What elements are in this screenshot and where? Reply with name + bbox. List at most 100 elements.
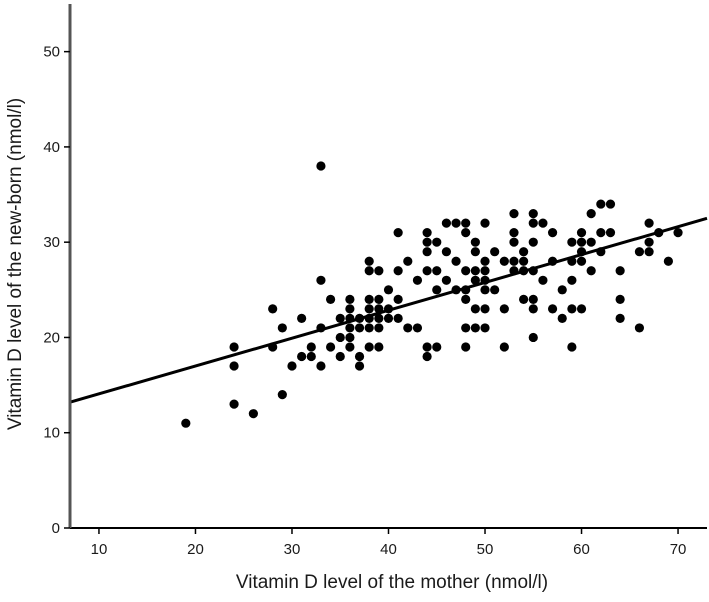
data-point bbox=[374, 313, 384, 323]
data-point bbox=[634, 323, 645, 333]
data-point bbox=[644, 237, 654, 247]
data-point bbox=[412, 275, 423, 285]
y-tick-label: 40 bbox=[43, 139, 60, 156]
data-point bbox=[412, 323, 423, 333]
data-point bbox=[422, 266, 432, 276]
data-point bbox=[393, 294, 403, 304]
data-point bbox=[432, 237, 442, 247]
y-tick-label: 30 bbox=[43, 234, 60, 251]
data-point bbox=[490, 247, 500, 257]
data-point bbox=[451, 256, 461, 266]
data-point bbox=[528, 237, 538, 247]
data-point bbox=[567, 342, 577, 352]
data-point bbox=[499, 256, 509, 266]
data-point bbox=[509, 256, 519, 266]
data-point bbox=[461, 323, 471, 333]
x-tick-label: 40 bbox=[380, 541, 397, 558]
y-tick-label: 20 bbox=[43, 329, 60, 346]
data-point bbox=[596, 199, 606, 209]
data-point bbox=[644, 247, 654, 257]
data-point bbox=[480, 304, 490, 314]
data-point bbox=[470, 247, 480, 257]
data-point bbox=[528, 294, 538, 304]
data-point bbox=[422, 247, 432, 257]
data-point bbox=[470, 304, 480, 314]
data-point bbox=[509, 237, 519, 247]
data-point bbox=[557, 313, 567, 323]
data-point bbox=[297, 351, 307, 362]
y-tick-label: 50 bbox=[43, 44, 60, 61]
data-point bbox=[335, 313, 345, 323]
data-point bbox=[441, 275, 452, 285]
data-point bbox=[345, 332, 355, 343]
y-axis-ticks: 0 10 20 30 40 50 bbox=[43, 44, 70, 537]
data-point bbox=[364, 294, 374, 304]
data-point bbox=[663, 256, 673, 266]
data-point bbox=[306, 351, 316, 362]
data-point bbox=[596, 228, 606, 238]
data-point bbox=[277, 323, 287, 333]
data-point bbox=[393, 228, 403, 238]
x-tick-label: 50 bbox=[477, 541, 494, 558]
data-point bbox=[644, 218, 654, 228]
data-point bbox=[528, 209, 538, 219]
data-point bbox=[634, 247, 645, 257]
data-point bbox=[586, 266, 596, 276]
data-point bbox=[403, 323, 413, 333]
data-point bbox=[345, 304, 355, 314]
data-point bbox=[567, 275, 577, 285]
data-point bbox=[509, 228, 519, 238]
data-point bbox=[393, 313, 403, 323]
data-point bbox=[432, 285, 442, 295]
x-axis-label: Vitamin D level of the mother (nmol/l) bbox=[236, 572, 548, 593]
data-point bbox=[422, 351, 432, 362]
x-tick-label: 30 bbox=[284, 541, 301, 558]
data-point bbox=[519, 256, 529, 266]
data-point bbox=[461, 228, 471, 238]
data-point bbox=[605, 199, 616, 209]
data-point bbox=[461, 342, 471, 352]
data-point bbox=[480, 256, 490, 266]
data-point bbox=[461, 294, 471, 304]
data-point bbox=[229, 361, 239, 371]
data-points bbox=[181, 161, 683, 428]
data-point bbox=[383, 313, 394, 323]
data-point bbox=[576, 228, 587, 238]
data-point bbox=[248, 409, 258, 419]
data-point bbox=[422, 342, 432, 352]
x-tick-label: 60 bbox=[573, 541, 590, 558]
data-point bbox=[461, 266, 471, 276]
data-point bbox=[615, 266, 625, 276]
data-point bbox=[547, 228, 558, 238]
data-point bbox=[364, 342, 374, 352]
data-point bbox=[374, 266, 384, 276]
trend-line bbox=[69, 216, 708, 404]
data-point bbox=[547, 304, 558, 314]
data-point bbox=[586, 237, 596, 247]
data-point bbox=[557, 285, 567, 295]
data-point bbox=[403, 256, 413, 266]
data-point bbox=[480, 218, 490, 228]
data-point bbox=[374, 294, 384, 304]
data-point bbox=[480, 285, 490, 295]
data-point bbox=[470, 266, 480, 276]
data-point bbox=[374, 342, 384, 352]
data-point bbox=[615, 294, 625, 304]
data-point bbox=[451, 218, 461, 228]
data-point bbox=[364, 323, 374, 333]
data-point bbox=[325, 294, 336, 304]
data-point bbox=[335, 351, 345, 362]
data-point bbox=[567, 304, 577, 314]
data-point bbox=[345, 323, 355, 333]
data-point bbox=[354, 351, 365, 362]
data-point bbox=[519, 294, 529, 304]
data-point bbox=[354, 361, 365, 371]
data-point bbox=[287, 361, 297, 371]
data-point bbox=[306, 342, 316, 352]
data-point bbox=[364, 266, 374, 276]
data-point bbox=[432, 342, 442, 352]
data-point bbox=[277, 390, 287, 400]
data-point bbox=[335, 332, 345, 343]
